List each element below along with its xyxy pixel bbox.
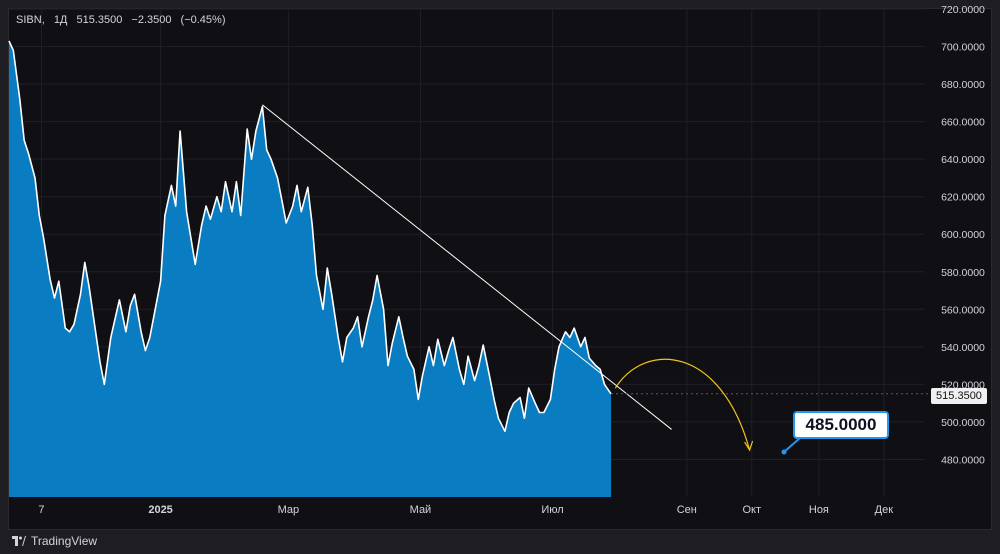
x-axis: 7 2025 Мар Май Июл Сен Окт Ноя Дек xyxy=(38,504,893,516)
y-tick-label: 600.0000 xyxy=(941,229,985,241)
y-tick-label: 720.0000 xyxy=(941,4,985,16)
x-tick-label: Дек xyxy=(875,504,894,516)
branding-footer[interactable]: TradingView xyxy=(12,531,97,551)
x-tick-label: Июл xyxy=(541,504,563,516)
y-tick-label: 640.0000 xyxy=(941,154,985,166)
x-tick-label: Окт xyxy=(742,504,761,516)
y-tick-label: 700.0000 xyxy=(941,42,985,54)
y-tick-label: 560.0000 xyxy=(941,304,985,316)
y-tick-label: 480.0000 xyxy=(941,454,985,466)
branding-name: TradingView xyxy=(31,534,98,548)
legend-interval[interactable]: 1Д xyxy=(53,14,68,26)
y-tick-label: 540.0000 xyxy=(941,342,985,354)
callout-pointer xyxy=(783,437,801,453)
x-tick-label: 2025 xyxy=(148,504,172,516)
y-tick-label: 680.0000 xyxy=(941,79,985,91)
x-tick-label: Сен xyxy=(677,504,697,516)
tradingview-logo-icon xyxy=(12,536,26,546)
current-price-tag: 515.3500 xyxy=(931,388,987,404)
legend-price: 515.3500 xyxy=(76,14,123,26)
x-tick-label: 7 xyxy=(38,504,44,516)
trend-line xyxy=(262,104,672,430)
x-tick-label: Май xyxy=(410,504,432,516)
target-price-callout[interactable]: 485.0000 xyxy=(793,411,889,439)
x-tick-label: Ноя xyxy=(809,504,829,516)
y-tick-label: 660.0000 xyxy=(941,117,985,129)
area-series xyxy=(8,40,612,498)
y-tick-label: 500.0000 xyxy=(941,417,985,429)
x-tick-label: Мар xyxy=(278,504,300,516)
y-tick-label: 620.0000 xyxy=(941,192,985,204)
legend-change-pct: (−0.45%) xyxy=(180,14,226,26)
area-fill xyxy=(9,40,611,498)
y-tick-label: 580.0000 xyxy=(941,267,985,279)
legend-symbol[interactable]: SIBN xyxy=(16,14,42,26)
forecast-arrow-head xyxy=(744,440,754,452)
y-axis: 720.0000 700.0000 680.0000 660.0000 640.0000… xyxy=(941,4,985,466)
chart-legend: SIBN, 1Д 515.3500 −2.3500 (−0.45%) xyxy=(16,14,226,26)
forecast-arrow xyxy=(614,358,751,451)
annotations xyxy=(262,104,931,455)
price-line xyxy=(8,40,612,433)
legend-change: −2.3500 xyxy=(131,14,172,26)
callout-anchor-dot xyxy=(781,449,787,455)
